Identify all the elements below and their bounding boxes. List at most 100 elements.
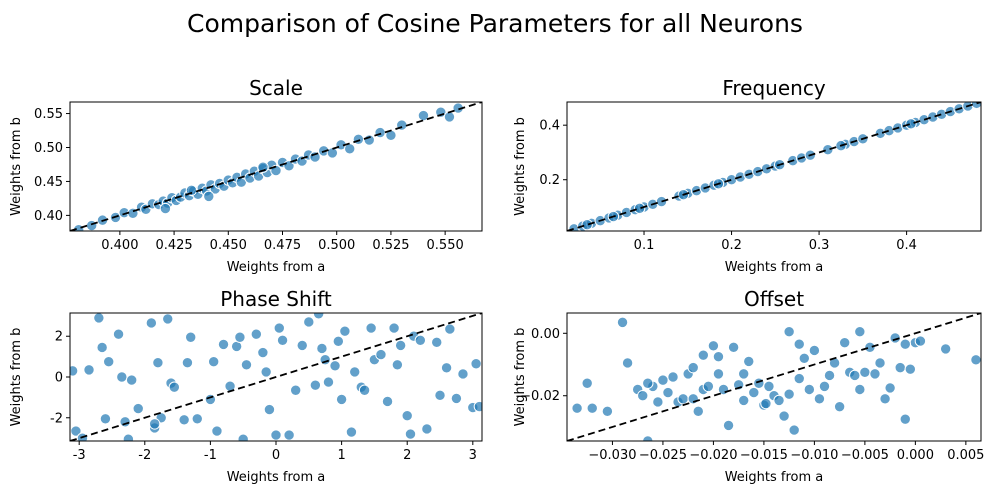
offset-point — [763, 380, 775, 393]
offset-point — [697, 349, 710, 361]
frequency-x-axis-label: Weights from a — [725, 260, 824, 275]
phase-shift-point — [381, 395, 394, 408]
phase-shift-point — [431, 336, 443, 349]
offset-point — [722, 419, 735, 432]
offset-point — [854, 326, 866, 338]
phase-shift-point — [332, 335, 345, 348]
offset-point — [914, 335, 927, 347]
offset-point — [783, 388, 795, 400]
offset-point — [692, 405, 704, 418]
phase-shift-y-tick-label: 2 — [55, 330, 63, 345]
offset-point — [753, 377, 765, 389]
phase-shift-point — [211, 425, 223, 437]
phase-shift-point — [457, 368, 469, 380]
scale-point — [159, 202, 172, 215]
frequency-y-axis-label: Weights from b — [513, 117, 528, 216]
offset-point — [798, 352, 810, 364]
offset-point — [657, 374, 669, 386]
offset-point — [773, 394, 785, 407]
offset-point — [662, 386, 674, 399]
offset-point — [702, 380, 715, 393]
phase-shift-point — [185, 331, 197, 343]
phase-shift-point — [132, 402, 144, 415]
offset-x-tick-label: −0.005 — [841, 448, 889, 463]
scale-title: Scale — [249, 76, 303, 100]
phase-shift-point — [260, 366, 272, 378]
offset-point — [833, 400, 846, 413]
phase-shift-x-tick-label: 3 — [469, 448, 477, 463]
offset-x-tick-label: −0.015 — [740, 448, 788, 463]
scale-point — [85, 219, 98, 231]
phase-shift-point — [404, 428, 417, 440]
frequency-points — [568, 102, 981, 231]
phase-shift-points — [70, 313, 482, 441]
phase-shift-point — [365, 322, 377, 334]
offset-point — [687, 361, 699, 374]
offset-identity-line — [567, 313, 981, 441]
offset-point — [652, 396, 664, 408]
scale-x-axis-label: Weights from a — [227, 260, 326, 275]
phase-shift-point — [349, 366, 361, 378]
phase-shift-point — [450, 392, 463, 405]
scale-point — [344, 143, 356, 155]
offset-y-tick-label: −0.02 — [520, 389, 560, 404]
phase-shift-point — [83, 364, 95, 376]
frequency-y-tick-label: 0.4 — [539, 119, 560, 134]
offset-point — [879, 393, 891, 405]
phase-shift-point — [191, 413, 203, 425]
phase-shift-point — [319, 353, 331, 366]
offset-point — [738, 368, 750, 380]
phase-shift-point — [303, 316, 315, 328]
phase-shift-point — [122, 433, 135, 441]
offset-point — [642, 377, 654, 389]
scale-point — [374, 126, 386, 139]
offset-point — [874, 357, 886, 369]
phase-shift-point — [93, 313, 105, 324]
scale-axes-frame — [69, 101, 483, 232]
phase-shift-point — [473, 400, 482, 413]
phase-shift-point — [444, 323, 456, 335]
scale-x-tick-label: 0.475 — [264, 238, 301, 253]
offset-x-tick-label: −0.020 — [689, 448, 737, 463]
offset-x-tick-label: 0.000 — [897, 448, 934, 463]
scale-x-tick-label: 0.500 — [318, 238, 355, 253]
phase-shift-point — [99, 413, 112, 425]
phase-shift-y-tick-label: -2 — [50, 411, 63, 426]
phase-shift-point — [401, 410, 413, 422]
offset-point — [864, 341, 876, 354]
scale-point — [352, 133, 365, 146]
offset-point — [793, 338, 805, 350]
scale-point — [326, 147, 339, 159]
phase-shift-point — [162, 313, 174, 325]
offset-point — [818, 380, 831, 393]
offset-point — [743, 355, 755, 368]
phase-shift-point — [70, 425, 82, 437]
offset-scatter-panel: Offset−0.030 −0.025 −0.020 −0.015 −0.010 −0.0… — [513, 287, 984, 485]
phase-shift-point — [358, 384, 371, 396]
scale-x-tick-label: 0.525 — [372, 238, 409, 253]
offset-point — [889, 332, 901, 344]
figure-suptitle: Comparison of Cosine Parameters for all … — [187, 9, 803, 38]
phase-shift-point — [434, 389, 446, 402]
phase-shift-point — [335, 393, 348, 406]
offset-point — [939, 343, 952, 355]
phase-shift-scatter-panel: Phase Shift -3 -2 -1 0 1 2 3 -2 0 2 Weights from a W… — [9, 287, 483, 485]
phase-shift-point — [217, 338, 230, 351]
scale-y-tick-label: 0.50 — [34, 141, 63, 156]
offset-x-tick-label: −0.030 — [588, 448, 636, 463]
phase-shift-point — [240, 359, 253, 371]
offset-points — [571, 316, 981, 441]
phase-shift-point — [103, 356, 115, 368]
offset-point — [586, 402, 598, 414]
scale-y-tick-label: 0.45 — [34, 175, 63, 190]
offset-point — [760, 397, 772, 410]
offset-point — [813, 393, 826, 405]
scale-point — [443, 111, 456, 123]
phase-shift-point — [273, 322, 285, 334]
scale-identity-line — [70, 102, 482, 231]
phase-shift-point — [316, 342, 328, 355]
phase-shift-point — [204, 393, 217, 406]
phase-shift-point — [283, 429, 295, 441]
